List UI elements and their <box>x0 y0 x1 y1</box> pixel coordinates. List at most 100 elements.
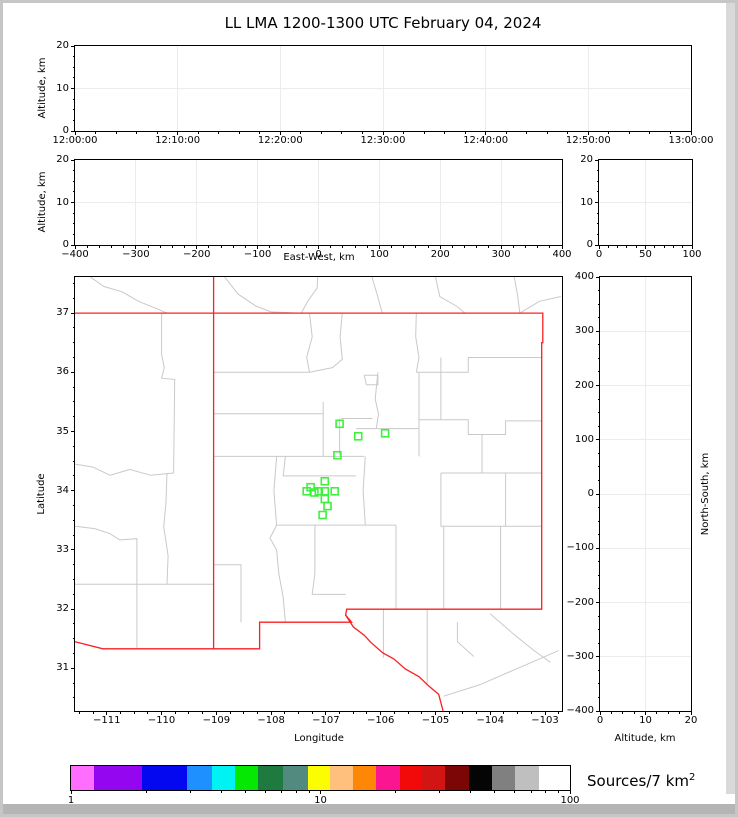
y-minor-tick <box>72 534 75 536</box>
y-tick-label: 35 <box>56 425 69 437</box>
colorbar-minor-tick <box>308 790 310 793</box>
x-minor-tick <box>256 711 258 714</box>
y-tick-label: 0 <box>62 125 69 136</box>
x-minor-tick <box>281 245 283 248</box>
colorbar-minor-tick <box>264 790 266 793</box>
colorbar-segment <box>283 766 308 790</box>
x-tick <box>439 245 441 249</box>
y-minor-tick <box>597 507 600 509</box>
y-minor-tick <box>72 66 75 68</box>
x-minor-tick <box>476 245 478 248</box>
alt-histogram-panel: 0 50 100 0 10 20 <box>580 154 701 260</box>
x-minor-tick <box>672 245 674 248</box>
figure-canvas: LL LMA 1200-1300 UTC February 04, 2024 A… <box>3 3 727 806</box>
county-boundary-line <box>300 277 319 314</box>
y-minor-tick <box>72 212 75 214</box>
colorbar-segment <box>258 766 283 790</box>
x-minor-tick <box>208 245 210 248</box>
x-minor-tick <box>488 245 490 248</box>
x-minor-tick <box>366 245 368 248</box>
x-minor-tick <box>269 245 271 248</box>
y-minor-tick <box>596 212 599 214</box>
x-tick <box>74 131 76 135</box>
ew-panel-xlabel: East-West, km <box>283 252 355 263</box>
y-minor-tick <box>597 290 600 292</box>
colorbar-minor-tick <box>395 790 397 793</box>
x-minor-tick <box>339 711 341 714</box>
x-minor-tick <box>218 131 220 134</box>
x-minor-tick <box>361 131 363 134</box>
x-tick-label: 100 <box>682 249 702 260</box>
y-minor-tick <box>597 425 600 427</box>
x-tick-label: 12:40:00 <box>463 135 509 146</box>
y-minor-tick <box>72 593 75 595</box>
x-minor-tick <box>111 245 113 248</box>
y-tick-label: 0 <box>62 239 69 250</box>
y-tick-label: 37 <box>56 307 69 319</box>
gridline-horizontal <box>600 547 691 549</box>
county-boundary-line <box>362 456 366 526</box>
x-minor-tick <box>244 245 246 248</box>
y-minor-tick <box>597 683 600 685</box>
y-tick-label: −100 <box>566 542 594 554</box>
map-svg <box>75 277 562 711</box>
y-tick <box>71 202 75 203</box>
x-minor-tick <box>423 131 425 134</box>
x-minor-tick <box>403 131 405 134</box>
x-minor-tick <box>421 711 423 714</box>
county-boundary-line <box>363 374 379 386</box>
colorbar-segment <box>515 766 539 790</box>
x-minor-tick <box>171 245 173 248</box>
x-minor-tick <box>243 711 245 714</box>
x-minor-tick <box>78 711 80 714</box>
x-tick-label: 0 <box>596 715 604 726</box>
colorbar-segment <box>308 766 330 790</box>
x-tick <box>544 711 546 715</box>
x-tick <box>598 245 600 249</box>
y-minor-tick <box>72 342 75 344</box>
x-tick-label: 12:30:00 <box>360 135 406 146</box>
y-minor-tick <box>72 297 75 299</box>
colorbar-segment <box>142 766 187 790</box>
county-boundary-line <box>419 419 542 435</box>
county-boundary-line <box>415 313 420 373</box>
y-minor-tick <box>72 653 75 655</box>
x-minor-tick <box>656 711 658 714</box>
county-boundary-line <box>213 564 242 623</box>
county-boundary-line <box>224 277 300 314</box>
x-minor-tick <box>607 245 609 248</box>
gridline-horizontal <box>600 602 691 603</box>
colorbar-minor-tick <box>145 790 147 793</box>
x-minor-tick <box>669 131 671 134</box>
x-tick-label: −110 <box>147 715 176 726</box>
x-tick-label: 12:20:00 <box>257 135 303 146</box>
y-minor-tick <box>597 412 600 414</box>
x-tick <box>279 131 281 135</box>
county-boundary-line <box>440 473 542 527</box>
county-boundary-line <box>513 277 521 314</box>
x-tick <box>177 131 179 135</box>
y-tick <box>596 656 600 658</box>
y-minor-tick <box>72 401 75 403</box>
colorbar-minor-tick <box>189 790 191 793</box>
x-minor-tick <box>549 245 551 248</box>
x-minor-tick <box>537 245 539 248</box>
figure-title: LL LMA 1200-1300 UTC February 04, 2024 <box>224 14 542 32</box>
colorbar-label-text: Sources/7 km <box>587 772 689 790</box>
x-minor-tick <box>530 711 532 714</box>
x-minor-tick <box>476 711 478 714</box>
x-minor-tick <box>415 245 417 248</box>
vertical-scrollbar[interactable] <box>726 3 735 794</box>
x-tick-label: 300 <box>491 249 511 260</box>
colorbar-segment <box>71 766 94 790</box>
x-minor-tick <box>184 245 186 248</box>
x-minor-tick <box>517 711 519 714</box>
time-height-panel: 12:00:00 12:10:00 12:20:00 12:30:00 12:40:00… <box>53 40 714 146</box>
x-minor-tick <box>610 711 612 714</box>
horizontal-scrollbar[interactable] <box>3 804 735 814</box>
y-minor-tick <box>596 180 599 182</box>
x-tick-label: 50 <box>639 249 652 260</box>
x-minor-tick <box>635 245 637 248</box>
colorbar-tick <box>320 790 321 794</box>
x-minor-tick <box>546 131 548 134</box>
